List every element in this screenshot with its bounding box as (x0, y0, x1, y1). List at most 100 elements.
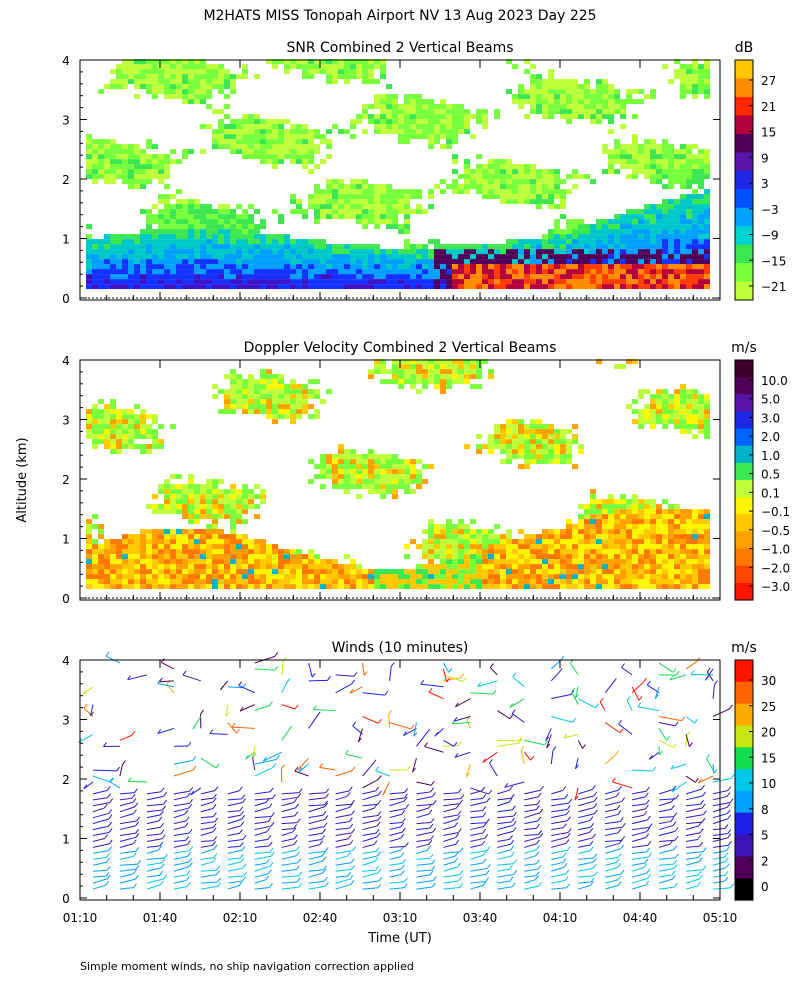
snr-cell (410, 284, 416, 290)
doppler-cell (242, 539, 248, 545)
snr-cell (176, 59, 182, 65)
snr-cell (494, 249, 500, 255)
doppler-cell (176, 529, 182, 535)
colorbar-label: 9 (761, 151, 769, 165)
snr-cell (242, 214, 248, 220)
doppler-cell (650, 569, 656, 575)
doppler-cell (644, 414, 650, 420)
snr-cell (254, 119, 260, 125)
doppler-cell (116, 439, 122, 445)
wind-barb-flag (187, 852, 192, 857)
doppler-cell (344, 554, 350, 560)
doppler-cell (278, 559, 284, 565)
snr-cell (668, 164, 674, 170)
doppler-cell (554, 559, 560, 565)
snr-cell (122, 239, 128, 245)
snr-cell (416, 244, 422, 250)
doppler-cell (188, 514, 194, 520)
snr-cell (548, 114, 554, 120)
y-tick-label: 4 (62, 354, 70, 368)
doppler-cell (170, 579, 176, 585)
doppler-cell (152, 494, 158, 500)
snr-cell (704, 204, 710, 210)
doppler-cell (590, 529, 596, 535)
snr-cell (422, 109, 428, 115)
doppler-cell (428, 534, 434, 540)
snr-cell (620, 264, 626, 270)
doppler-cell (134, 544, 140, 550)
doppler-cell (416, 379, 422, 385)
snr-cell (314, 69, 320, 75)
snr-cell (110, 269, 116, 275)
colorbar-swatch (735, 96, 753, 116)
snr-cell (380, 274, 386, 280)
doppler-cell (392, 459, 398, 465)
doppler-cell (332, 484, 338, 490)
snr-cell (278, 219, 284, 225)
snr-cell (134, 169, 140, 175)
snr-cell (158, 259, 164, 265)
snr-cell (272, 139, 278, 145)
doppler-cell (692, 394, 698, 400)
snr-cell (164, 284, 170, 290)
snr-cell (626, 274, 632, 280)
snr-cell (458, 129, 464, 135)
snr-cell (230, 229, 236, 235)
snr-cell (674, 169, 680, 175)
doppler-cell (566, 559, 572, 565)
wind-barb-flag (160, 863, 165, 869)
snr-cell (698, 234, 704, 240)
snr-cell (158, 194, 164, 200)
doppler-cell (482, 584, 488, 590)
snr-cell (614, 259, 620, 265)
snr-cell (704, 259, 710, 265)
doppler-cell (680, 509, 686, 515)
doppler-cell (86, 539, 92, 545)
doppler-cell (416, 544, 422, 550)
snr-cell (248, 134, 254, 140)
snr-cell (278, 279, 284, 285)
snr-cell (524, 264, 530, 270)
doppler-cell (404, 579, 410, 585)
snr-cell (224, 264, 230, 270)
doppler-cell (212, 579, 218, 585)
doppler-cell (470, 519, 476, 525)
snr-cell (296, 239, 302, 245)
doppler-cell (572, 524, 578, 530)
doppler-cell (644, 544, 650, 550)
doppler-cell (266, 579, 272, 585)
doppler-cell (662, 529, 668, 535)
snr-cell (692, 64, 698, 70)
colorbar-label: −0.1 (761, 505, 790, 519)
doppler-cell (566, 564, 572, 570)
wind-barb (78, 733, 94, 744)
doppler-cell (638, 534, 644, 540)
doppler-cell (596, 584, 602, 590)
doppler-cell (386, 479, 392, 485)
doppler-cell (542, 569, 548, 575)
doppler-cell (260, 489, 266, 495)
snr-cell (140, 159, 146, 165)
doppler-cell (566, 544, 572, 550)
snr-cell (308, 159, 314, 165)
doppler-cell (92, 554, 98, 560)
doppler-cell (698, 394, 704, 400)
doppler-cell (98, 569, 104, 575)
snr-cell (536, 169, 542, 175)
snr-cell (86, 239, 92, 245)
doppler-cell (182, 499, 188, 505)
snr-cell (410, 274, 416, 280)
doppler-cell (422, 569, 428, 575)
snr-cell (554, 179, 560, 185)
snr-cell (602, 169, 608, 175)
doppler-cell (110, 549, 116, 555)
snr-cell (470, 284, 476, 290)
snr-cell (638, 234, 644, 240)
doppler-cell (620, 544, 626, 550)
snr-cell (590, 179, 596, 185)
doppler-cell (566, 429, 572, 435)
snr-cell (176, 249, 182, 255)
snr-cell (98, 279, 104, 285)
snr-cell (554, 204, 560, 210)
snr-cell (632, 99, 638, 105)
